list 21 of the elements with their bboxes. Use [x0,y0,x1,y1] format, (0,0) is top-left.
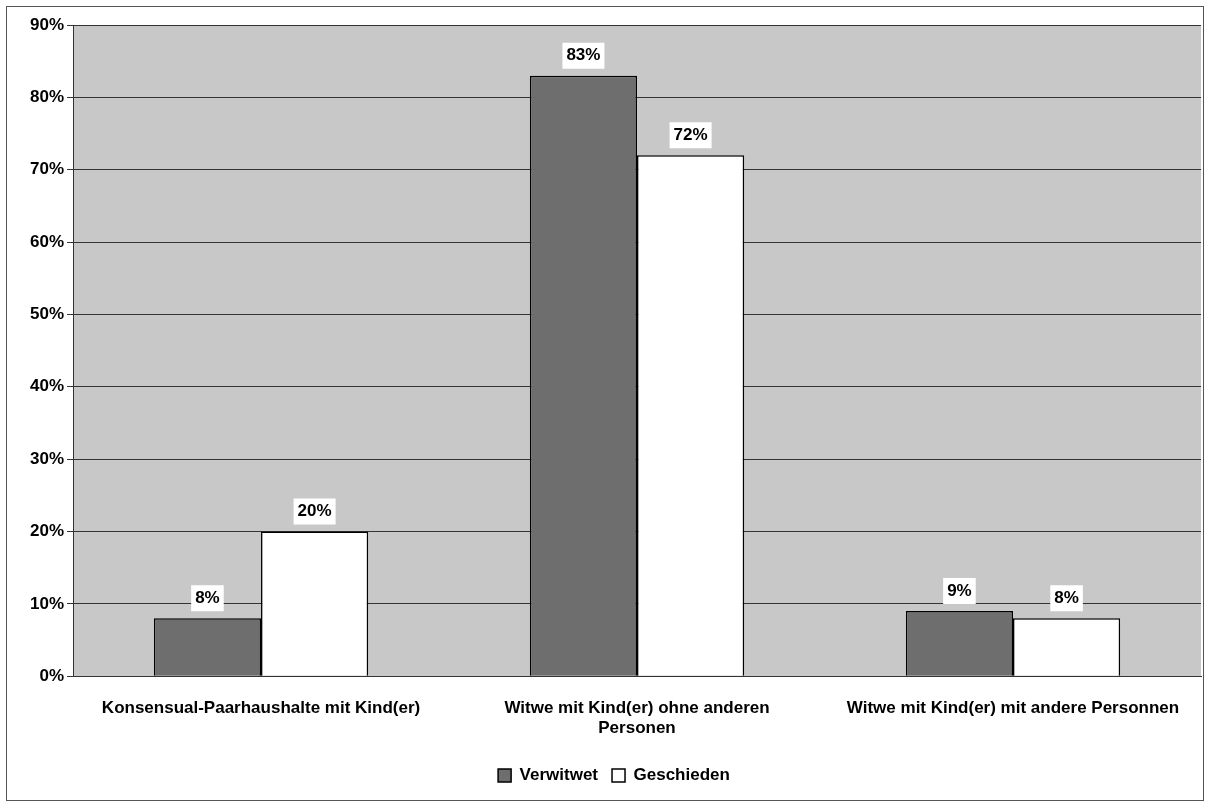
y-tick-label: 20% [29,521,65,541]
data-label: 8% [195,588,220,607]
y-tick-label: 10% [29,593,65,613]
x-tick-label: Witwe mit Kind(er) mit andere Personnen [846,698,1180,718]
y-tick-label: 60% [29,231,65,251]
x-tick-label: Witwe mit Kind(er) ohne anderen Personen [504,698,770,738]
data-label: 9% [947,580,972,600]
data-label: 8% [1054,588,1079,607]
y-tick-label: 70% [29,159,65,179]
y-tick-label: 40% [29,376,65,396]
y-tick-label: 50% [29,304,65,324]
data-label: 83% [566,45,601,65]
y-tick-label: 30% [29,448,65,468]
x-tick-label: Konsensual-Paarhaushalte mit Kind(er) [101,698,421,718]
y-tick-label: 0% [39,665,65,685]
y-tick-label: 90% [29,14,65,34]
legend-label: Verwitwet [519,765,599,785]
data-label: 20% [297,501,332,521]
legend-label: Geschieden [633,765,730,785]
data-label: 72% [673,124,708,144]
y-tick-label: 80% [29,87,65,107]
